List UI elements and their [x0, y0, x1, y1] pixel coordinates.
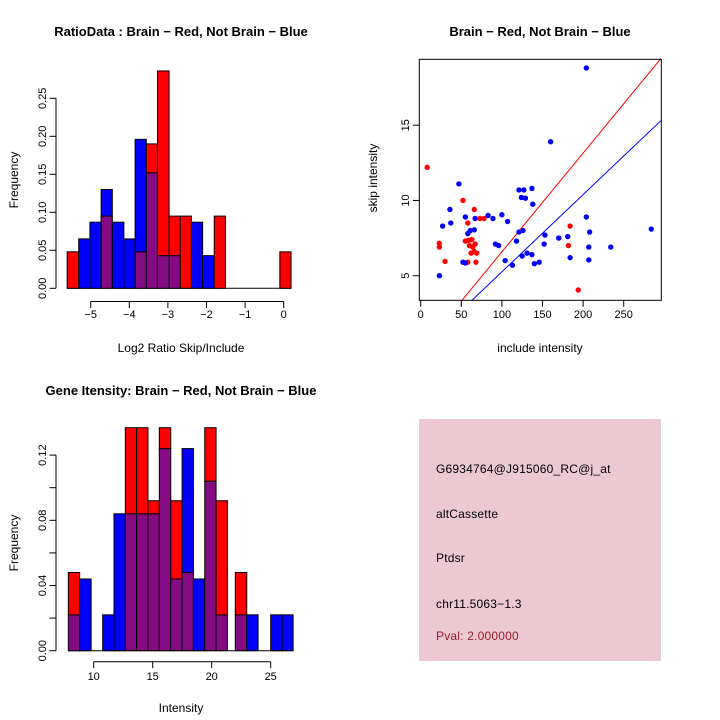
ratio-histogram-plot: −5 −4 −3 −2 −1 0 0.00 0.05 0.10 0.15 0.20 0.25: [37, 70, 292, 321]
svg-text:0: 0: [281, 309, 287, 321]
svg-text:10: 10: [88, 671, 100, 683]
svg-text:25: 25: [265, 671, 277, 683]
svg-text:150: 150: [533, 309, 551, 321]
ratio-y-axis-label: Frequency: [7, 151, 21, 209]
scatter-x-axis-label: include intensity: [497, 341, 583, 355]
gene-y-axis-label: Frequency: [7, 514, 21, 572]
gene-histogram-title: Gene Itensity: Brain − Red, Not Brain − …: [45, 383, 317, 398]
ratio-histogram-title: RatioData : Brain − Red, Not Brain − Blu…: [54, 24, 308, 39]
pval-text: Pval: 2.000000: [436, 629, 519, 643]
svg-text:−3: −3: [162, 309, 175, 321]
svg-text:20: 20: [206, 671, 218, 683]
svg-text:15: 15: [400, 119, 412, 131]
svg-text:−5: −5: [84, 309, 97, 321]
svg-text:50: 50: [455, 309, 467, 321]
svg-text:−2: −2: [200, 309, 213, 321]
svg-text:5: 5: [400, 273, 412, 279]
gene-name-text: Ptdsr: [436, 551, 466, 565]
svg-text:0.12: 0.12: [37, 444, 49, 465]
svg-text:−1: −1: [239, 309, 252, 321]
scatter-title: Brain − Red, Not Brain − Blue: [449, 24, 631, 39]
svg-text:0.20: 0.20: [37, 126, 49, 147]
splice-type-text: altCassette: [436, 507, 499, 521]
gene-info-box: G6934764@J915060_RC@j_at altCassette Ptd…: [419, 419, 661, 661]
svg-text:250: 250: [615, 309, 633, 321]
probe-id-text: G6934764@J915060_RC@j_at: [436, 462, 611, 476]
svg-text:0.10: 0.10: [37, 202, 49, 223]
svg-text:200: 200: [574, 309, 592, 321]
svg-text:0.05: 0.05: [37, 240, 49, 261]
gene-histogram-plot: 10 15 20 25 0.00 0.04 0.08 0.12: [37, 427, 294, 683]
ratio-x-axis-label: Log2 Ratio Skip/Include: [117, 341, 245, 355]
svg-text:15: 15: [147, 671, 159, 683]
svg-text:10: 10: [400, 194, 412, 206]
svg-text:−4: −4: [123, 309, 136, 321]
svg-text:0.00: 0.00: [37, 278, 49, 299]
svg-text:0.08: 0.08: [37, 510, 49, 531]
svg-text:0.25: 0.25: [37, 88, 49, 109]
locus-text: chr11.5063−1.3: [436, 597, 522, 611]
svg-text:100: 100: [493, 309, 511, 321]
scatter-y-axis-label: skip intensity: [366, 143, 380, 213]
svg-text:0.15: 0.15: [37, 164, 49, 185]
intensity-scatter-plot: 0 50 100 150 200 250 5 10 15: [400, 58, 662, 321]
svg-text:0.00: 0.00: [37, 640, 49, 661]
gene-x-axis-label: Intensity: [158, 701, 204, 715]
svg-text:0.04: 0.04: [37, 575, 49, 596]
svg-text:0: 0: [418, 309, 424, 321]
